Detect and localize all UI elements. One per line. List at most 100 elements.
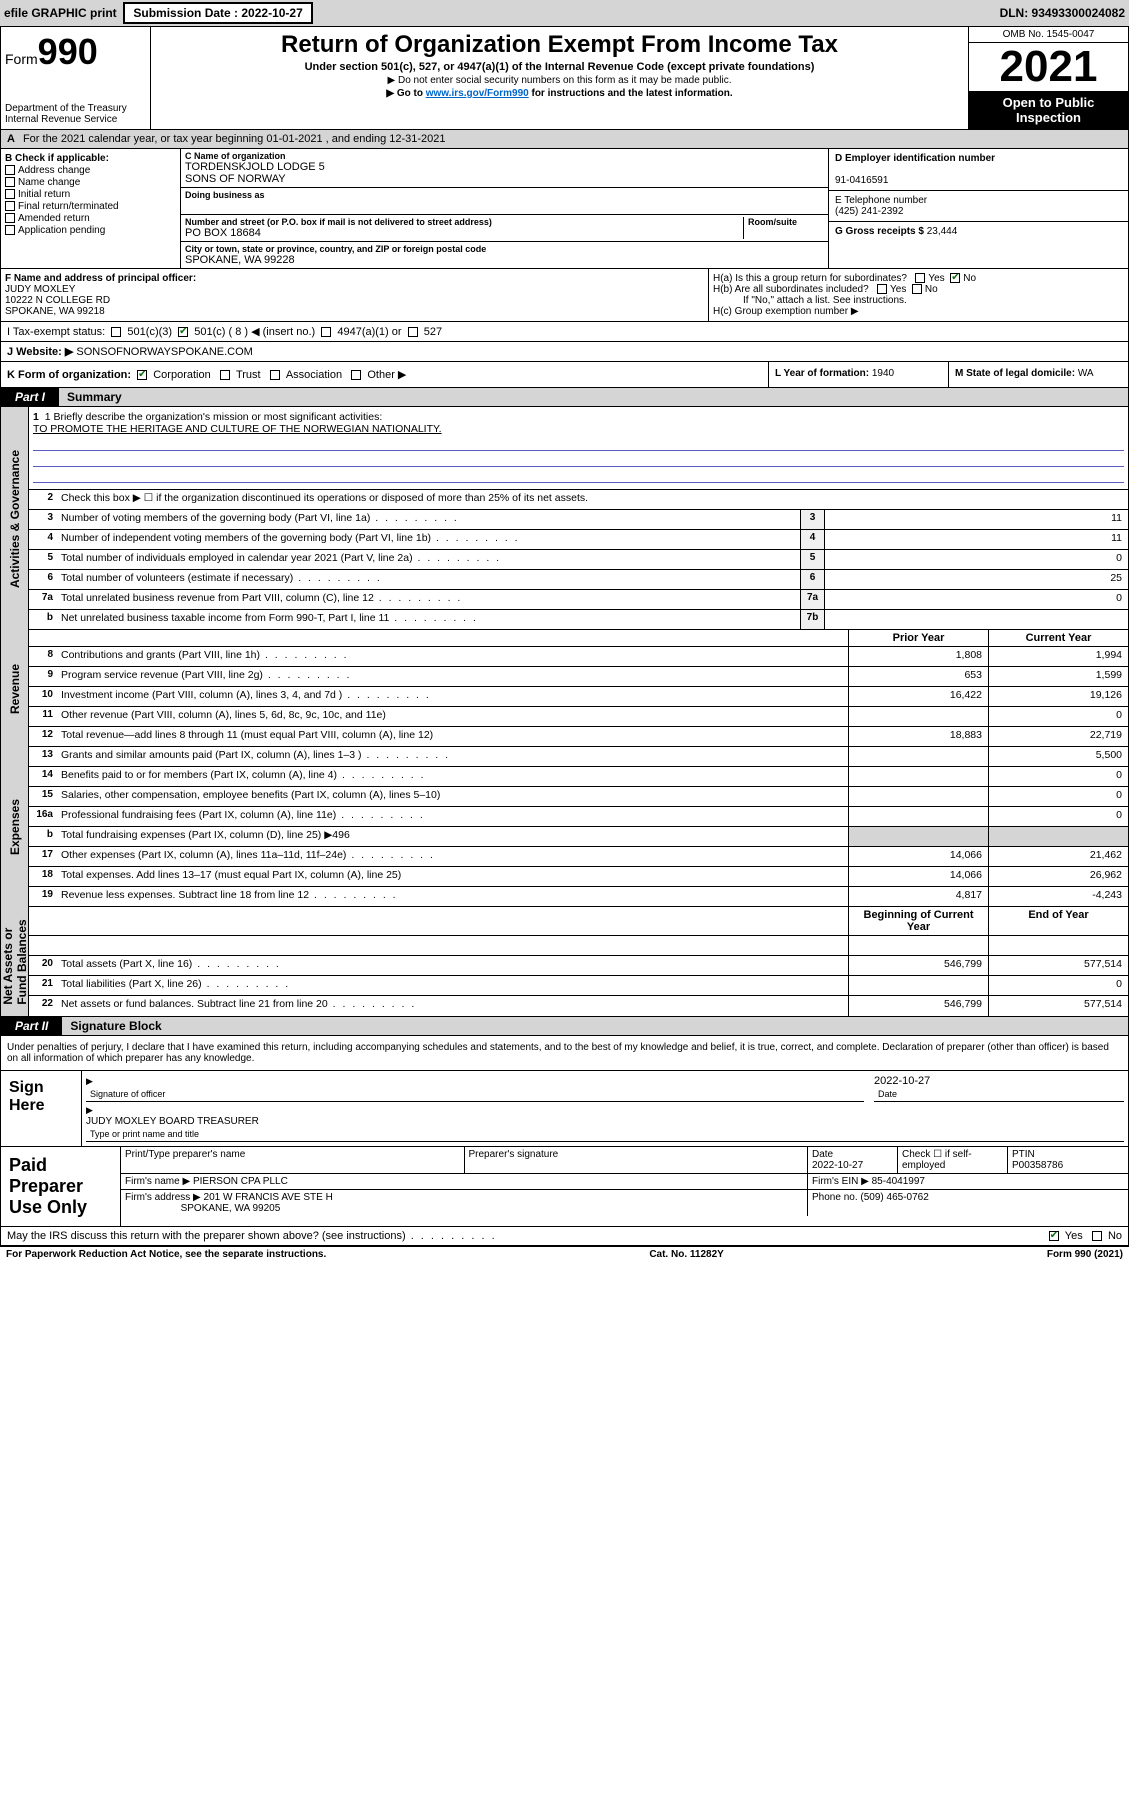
- sig-officer-label: Signature of officer: [86, 1087, 864, 1102]
- p16a: [848, 807, 988, 826]
- line-klm: K Form of organization: Corporation Trus…: [0, 362, 1129, 388]
- l7b-val: [824, 610, 1128, 629]
- p9: 653: [848, 667, 988, 686]
- form-note1: ▶ Do not enter social security numbers o…: [157, 75, 962, 86]
- dln-label: DLN: 93493300024082: [1000, 6, 1125, 20]
- e20: 577,514: [988, 956, 1128, 975]
- org-name-label: C Name of organization: [185, 151, 824, 161]
- p18: 14,066: [848, 867, 988, 886]
- l12: Total revenue—add lines 8 through 11 (mu…: [57, 727, 848, 746]
- footer-mid: Cat. No. 11282Y: [326, 1249, 1047, 1260]
- gross-value: 23,444: [927, 226, 958, 237]
- phone-value: (425) 241-2392: [835, 206, 903, 217]
- line-j-label: J Website: ▶: [7, 345, 73, 358]
- submission-date-button[interactable]: Submission Date : 2022-10-27: [123, 2, 312, 24]
- irs-label: Internal Revenue Service: [5, 114, 146, 125]
- l16b: Total fundraising expenses (Part IX, col…: [57, 827, 848, 846]
- header-right: OMB No. 1545-0047 2021 Open to Public In…: [968, 27, 1128, 129]
- sig-date: 2022-10-27: [874, 1075, 1124, 1087]
- penalties-text: Under penalties of perjury, I declare th…: [0, 1036, 1129, 1071]
- part1-header: Part I Summary: [0, 388, 1129, 407]
- header-mid: Return of Organization Exempt From Incom…: [151, 27, 968, 129]
- chk-label: Final return/terminated: [18, 201, 119, 212]
- col-prior: Prior Year: [848, 630, 988, 646]
- l13: Grants and similar amounts paid (Part IX…: [57, 747, 848, 766]
- topbar: efile GRAPHIC print Submission Date : 20…: [0, 0, 1129, 27]
- col-beg: Beginning of Current Year: [848, 907, 988, 935]
- officer-name: JUDY MOXLEY: [5, 284, 75, 295]
- c18: 26,962: [988, 867, 1128, 886]
- efile-label: efile GRAPHIC print: [4, 6, 117, 20]
- l4-val: 11: [824, 530, 1128, 549]
- chk-amended-return[interactable]: Amended return: [5, 213, 176, 224]
- l7a-desc: Total unrelated business revenue from Pa…: [57, 590, 800, 609]
- chk-4947: 4947(a)(1) or: [337, 326, 401, 338]
- mission-text: TO PROMOTE THE HERITAGE AND CULTURE OF T…: [33, 423, 1124, 435]
- dba-label: Doing business as: [185, 190, 824, 200]
- chk-address-change[interactable]: Address change: [5, 165, 176, 176]
- l5-desc: Total number of individuals employed in …: [57, 550, 800, 569]
- irs-link[interactable]: www.irs.gov/Form990: [426, 88, 529, 99]
- chk-501c3: 501(c)(3): [127, 326, 172, 338]
- chk-final-return[interactable]: Final return/terminated: [5, 201, 176, 212]
- l7b-desc: Net unrelated business taxable income fr…: [57, 610, 800, 629]
- c14: 0: [988, 767, 1128, 786]
- prep-h1: Print/Type preparer's name: [125, 1149, 245, 1160]
- chk-label: Initial return: [18, 189, 70, 200]
- l21: Total liabilities (Part X, line 26): [57, 976, 848, 995]
- form-header: Form990 Department of the Treasury Inter…: [0, 27, 1129, 130]
- sidetab-rev: Revenue: [1, 630, 29, 747]
- prep-h2: Preparer's signature: [469, 1149, 559, 1160]
- b20: 546,799: [848, 956, 988, 975]
- box-f: F Name and address of principal officer:…: [1, 269, 708, 321]
- l18: Total expenses. Add lines 13–17 (must eq…: [57, 867, 848, 886]
- firm-addr2: SPOKANE, WA 99205: [181, 1203, 281, 1214]
- sidetab-exp-label: Expenses: [8, 799, 22, 855]
- line-l-label: L Year of formation:: [775, 368, 869, 379]
- l8: Contributions and grants (Part VIII, lin…: [57, 647, 848, 666]
- phone-label: E Telephone number: [835, 195, 927, 206]
- mission-q: 1 Briefly describe the organization's mi…: [45, 411, 383, 423]
- p10: 16,422: [848, 687, 988, 706]
- c16a: 0: [988, 807, 1128, 826]
- c12: 22,719: [988, 727, 1128, 746]
- l4-desc: Number of independent voting members of …: [57, 530, 800, 549]
- part1-title: Summary: [59, 388, 1128, 406]
- revenue-section: Revenue Prior YearCurrent Year 8Contribu…: [0, 630, 1129, 747]
- preparer-section: Paid Preparer Use Only Print/Type prepar…: [0, 1147, 1129, 1227]
- line-i-label: I Tax-exempt status:: [7, 326, 105, 338]
- box-b: B Check if applicable: Address change Na…: [1, 149, 181, 268]
- section-bcdefg: B Check if applicable: Address change Na…: [0, 149, 1129, 269]
- firm-name: PIERSON CPA PLLC: [193, 1176, 288, 1187]
- footer-right: Form 990 (2021): [1047, 1249, 1123, 1260]
- chk-initial-return[interactable]: Initial return: [5, 189, 176, 200]
- l15: Salaries, other compensation, employee b…: [57, 787, 848, 806]
- l14: Benefits paid to or for members (Part IX…: [57, 767, 848, 786]
- firm-phone-label: Phone no.: [812, 1192, 858, 1203]
- part2-title: Signature Block: [62, 1017, 1128, 1035]
- tax-year: 2021: [969, 43, 1128, 91]
- c10: 19,126: [988, 687, 1128, 706]
- addr-label: Number and street (or P.O. box if mail i…: [185, 217, 739, 227]
- open-public-badge: Open to Public Inspection: [969, 91, 1128, 129]
- p8: 1,808: [848, 647, 988, 666]
- ein-label: D Employer identification number: [835, 153, 995, 164]
- discuss-yes: Yes: [1065, 1230, 1083, 1242]
- l3-val: 11: [824, 510, 1128, 529]
- sign-here-label: Sign Here: [1, 1071, 81, 1146]
- chk-name-change[interactable]: Name change: [5, 177, 176, 188]
- firm-phone: (509) 465-0762: [860, 1192, 928, 1203]
- ein-label2: Firm's EIN ▶: [812, 1176, 869, 1187]
- chk-assoc: Association: [286, 369, 342, 381]
- gross-label: G Gross receipts $: [835, 226, 924, 237]
- discuss-line: May the IRS discuss this return with the…: [0, 1227, 1129, 1246]
- preparer-label: Paid Preparer Use Only: [1, 1147, 121, 1226]
- netassets-section: Net Assets or Fund Balances Beginning of…: [0, 907, 1129, 1017]
- chk-app-pending[interactable]: Application pending: [5, 225, 176, 236]
- prep-h5: PTIN: [1012, 1149, 1035, 1160]
- year-formation: 1940: [872, 368, 894, 379]
- ein-value: 91-0416591: [835, 175, 888, 186]
- e22: 577,514: [988, 996, 1128, 1016]
- ha-label: H(a) Is this a group return for subordin…: [713, 273, 907, 284]
- website-value: SONSOFNORWAYSPOKANE.COM: [76, 346, 252, 358]
